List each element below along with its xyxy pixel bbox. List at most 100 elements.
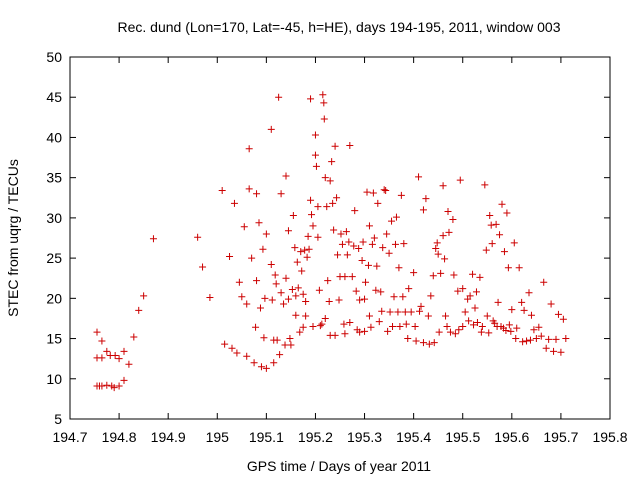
x-tick-label: 195.1 — [249, 429, 284, 445]
data-point — [396, 322, 404, 330]
data-point — [373, 262, 381, 270]
data-point — [297, 248, 305, 256]
data-point — [221, 340, 229, 348]
y-tick-label: 30 — [46, 210, 62, 226]
data-point — [455, 326, 463, 334]
data-point — [367, 323, 375, 331]
data-point — [395, 264, 403, 272]
data-point — [439, 182, 447, 190]
data-point — [314, 203, 322, 211]
data-point — [351, 207, 359, 215]
data-point — [314, 233, 322, 241]
data-point — [302, 312, 310, 320]
data-point — [140, 292, 148, 300]
data-point — [520, 306, 528, 314]
data-point — [424, 312, 432, 320]
axes: 194.7 194.8 194.9 195 195.1 195.2 195.3 195.4 19… — [46, 49, 627, 445]
data-point — [130, 333, 138, 341]
data-point — [446, 328, 454, 336]
data-point — [405, 285, 413, 293]
data-point — [235, 278, 243, 286]
data-point — [496, 231, 504, 239]
data-point — [352, 287, 360, 295]
data-point — [284, 295, 292, 303]
data-point — [390, 293, 398, 301]
data-point — [451, 330, 459, 338]
data-point — [550, 347, 558, 355]
data-point — [282, 172, 290, 180]
data-point — [218, 187, 226, 195]
data-point — [492, 220, 500, 228]
data-point — [535, 323, 543, 331]
data-point — [459, 285, 467, 293]
data-point — [273, 336, 281, 344]
data-point — [115, 382, 123, 390]
data-point — [226, 253, 234, 261]
data-point — [456, 176, 464, 184]
y-tick-label: 45 — [46, 89, 62, 105]
data-point — [335, 296, 343, 304]
data-point — [425, 340, 433, 348]
data-point — [442, 312, 450, 320]
y-tick-label: 5 — [54, 411, 62, 427]
data-point — [466, 292, 474, 300]
data-point — [437, 269, 445, 277]
data-point — [482, 246, 490, 254]
data-point — [304, 232, 312, 240]
data-point — [253, 190, 261, 198]
data-point — [267, 125, 275, 133]
data-point — [98, 354, 106, 362]
data-point — [369, 189, 377, 197]
data-point — [470, 321, 478, 329]
x-tick-label: 195.8 — [592, 429, 627, 445]
data-point — [243, 300, 251, 308]
data-point — [250, 359, 258, 367]
data-point — [449, 215, 457, 223]
data-point — [321, 314, 329, 322]
data-point — [328, 158, 336, 166]
data-point — [341, 273, 349, 281]
data-point — [293, 258, 301, 266]
data-point — [527, 311, 535, 319]
data-point — [288, 285, 296, 293]
data-point — [454, 287, 462, 295]
data-point — [385, 249, 393, 257]
data-point — [402, 320, 410, 328]
data-point — [291, 244, 299, 252]
data-point — [110, 384, 118, 392]
data-point — [262, 364, 270, 372]
data-point — [444, 207, 452, 215]
data-point — [256, 304, 264, 312]
data-point — [401, 308, 409, 316]
data-point — [439, 232, 447, 240]
data-point — [430, 339, 438, 347]
data-point — [125, 360, 133, 368]
data-point — [477, 328, 485, 336]
data-point — [389, 322, 397, 330]
data-point — [363, 188, 371, 196]
data-point — [443, 322, 451, 330]
data-point — [331, 142, 339, 150]
data-point — [345, 238, 353, 246]
data-point — [206, 294, 214, 302]
data-point — [471, 304, 479, 312]
data-point — [323, 203, 331, 211]
x-tick-label: 195.5 — [445, 429, 480, 445]
data-point — [375, 318, 383, 326]
data-point — [299, 290, 307, 298]
data-point — [111, 351, 119, 359]
data-point — [383, 230, 391, 238]
data-point — [233, 349, 241, 357]
data-point — [356, 296, 364, 304]
x-axis-label: GPS time / Days of year 2011 — [247, 458, 431, 474]
y-tick-label: 25 — [46, 250, 62, 266]
data-point — [518, 298, 526, 306]
data-point — [412, 337, 420, 345]
data-point — [294, 284, 302, 292]
data-point — [441, 255, 449, 263]
data-point — [284, 227, 292, 235]
chart-title: Rec. dund (Lon=170, Lat=-45, h=HE), days… — [118, 19, 561, 35]
data-point — [365, 222, 373, 230]
x-tick-label: 195.7 — [543, 429, 578, 445]
